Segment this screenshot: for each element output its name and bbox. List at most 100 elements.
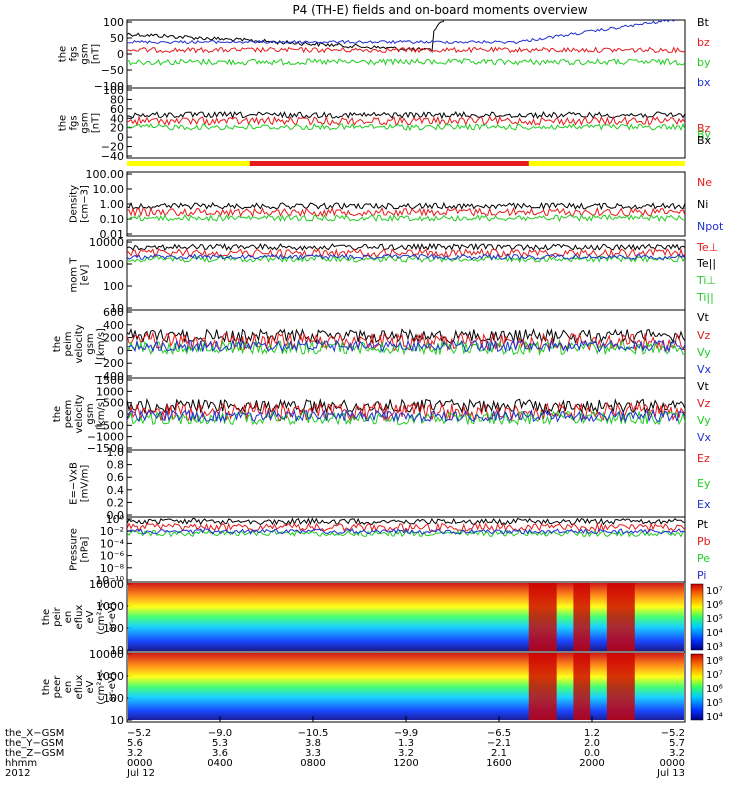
y-tick-label: 10⁻² [100,525,124,538]
y-tick-label: 0.01 [100,228,125,241]
series-line [127,242,685,252]
series-line [127,517,685,526]
panel-1: 100 50 0 −50 −100 the fgs gsm [nT] Bt bz by bx [58,16,711,93]
panel-frame [126,87,686,159]
y-tick-label: 0.2 [107,496,125,509]
series-line [127,397,685,415]
y-axis-label: [nT] [91,44,102,64]
series-line [127,528,685,536]
y-axis-label: gsm [85,403,96,424]
y-axis-label: [mV/m] [80,465,91,503]
spectrogram-band [573,583,591,651]
y-axis-label: en [63,681,74,694]
x-row-value: −5.2 [661,728,685,739]
x-row-value: 5.7 [669,738,685,749]
y-axis-label: sr-eV) [107,672,118,701]
y-tick-label: 100 [103,692,124,705]
legend-entry: Bt [697,16,710,29]
y-tick-label: 10 [110,302,124,315]
y-axis-label: mom T [69,257,80,293]
y-tick-label: 0.10 [100,213,125,226]
y-tick-label: 100 [103,280,124,293]
y-axis-label: velocity [74,324,85,363]
series-by [127,57,685,66]
legend-entry: Vt [697,311,710,324]
status-bar-red [249,161,529,166]
x-row-value: −9.0 [208,728,232,739]
series-line [127,255,685,264]
spectrogram [128,583,684,651]
y-tick-label: 200 [103,332,124,345]
legend-entry: Vy [697,414,711,427]
spectrogram-band [528,653,557,720]
legend-entry: Ni [697,198,708,211]
y-axis-label: the [52,336,63,352]
legend-entry: Pe [697,552,710,565]
y-axis-label: [cm−3] [80,185,91,223]
y-tick-label: 10000 [89,648,124,661]
y-tick-label: 1.0 [107,446,125,459]
series-line [127,122,685,132]
series-line [127,339,685,353]
series-Bt [127,20,445,53]
series-bx [127,20,684,45]
y-axis-label: fgs [69,115,80,130]
x-row-value: 0000 [660,758,685,769]
x-row-label: the_Y−GSM [5,738,64,749]
y-tick-label: 10000 [89,236,124,249]
y-tick-label: 1500 [96,374,124,387]
y-tick-label: 600 [103,306,124,319]
y-axis-label: [km/s] [96,398,107,430]
y-axis-label: peim [63,331,74,356]
y-tick-label: 40 [110,112,124,125]
y-tick-label: 50 [110,32,124,45]
x-row-value: 2000 [579,758,604,769]
y-tick-label: 500 [103,397,124,410]
colorbar [690,583,704,651]
legend-entry: Pt [697,518,709,531]
y-tick-label: −500 [94,419,124,432]
y-tick-label: 1000 [96,385,124,398]
y-tick-label: 0.6 [107,471,125,484]
x-axis: the_X−GSM −5.2 −9.0 −10.5 −9.9 −6.5 1.2 −5.2 the… [5,716,686,779]
y-tick-label: 400 [103,319,124,332]
x-row-value: 3.2 [398,748,414,759]
y-tick-label: 0.4 [107,484,125,497]
y-tick-label: 10⁰ [106,513,125,526]
series-line [127,206,685,218]
x-row-value: 5.6 [127,738,143,749]
y-tick-label: −400 [94,370,124,383]
x-row-value: 1200 [393,758,418,769]
y-tick-label: 80 [110,93,124,106]
series-line [127,401,685,423]
y-tick-label: 0.0 [107,509,125,522]
x-row-value: −2.1 [487,738,511,749]
legend-entry: Ti|| [696,291,714,304]
panel-9: 10000 1000 100 10 the peir en eflux eV (cm²-s-sr-… [41,578,723,657]
legend-entry: Te⊥ [696,241,718,254]
x-row-value: 0800 [300,758,325,769]
y-tick-label: −40 [101,150,124,163]
x-row-label: the_Z−GSM [5,748,64,759]
legend-entry: Pi [697,569,706,582]
legend-entry: Bx [697,134,712,147]
x-row-value: Jul 13 [656,768,685,779]
panel-7: 1.00.80.60.40.20.0 E=−VxB [mV/m] Ez Ey Ex [69,446,711,522]
y-axis-label: Density [69,185,80,223]
x-row-value: 2.1 [491,748,507,759]
y-tick-label: 1000 [96,670,124,683]
x-row-value: −6.5 [487,728,511,739]
x-row-value: 5.3 [212,738,228,749]
y-tick-label: 100 [103,84,124,97]
legend-entry: Ey [697,477,711,490]
y-axis-label: the [58,46,69,62]
y-tick-label: 10.00 [93,183,125,196]
y-tick-label: 0.8 [107,459,125,472]
colorbar-tick-label: 10⁶ [706,684,723,695]
y-tick-label: 10 [110,714,124,727]
legend-entry: Vx [697,431,712,444]
status-bar [127,161,685,166]
y-tick-label: 1000 [96,600,124,613]
y-axis-label: gsm [80,43,91,64]
